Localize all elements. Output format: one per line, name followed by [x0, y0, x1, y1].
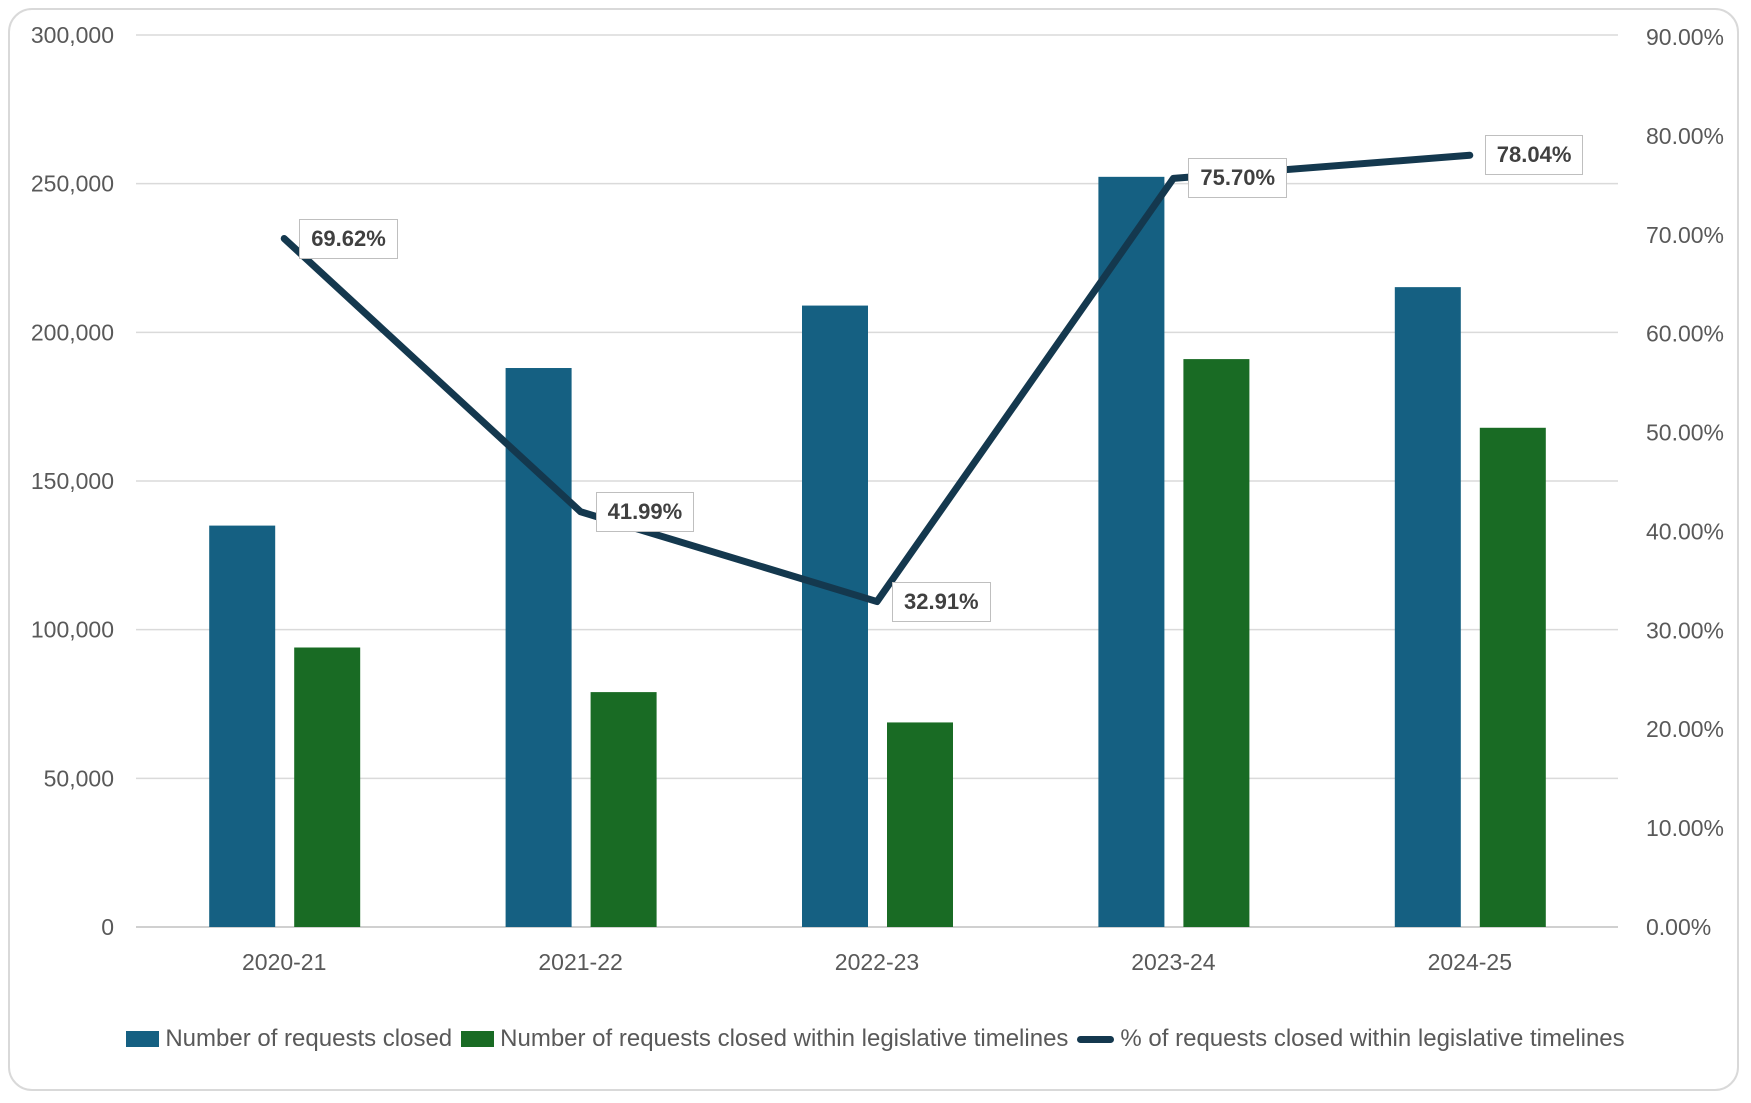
category-label-2021-22: 2021-22 — [538, 949, 622, 975]
right-axis-tick-label: 60.00% — [1646, 321, 1724, 347]
right-axis-tick-label: 20.00% — [1646, 716, 1724, 742]
legend-item-requests-closed-within-timelines: Number of requests closed within legisla… — [461, 1025, 1068, 1053]
right-axis-tick-label: 70.00% — [1646, 222, 1724, 248]
legend-swatch-green-bar — [461, 1031, 495, 1047]
left-axis-tick-label: 100,000 — [31, 617, 114, 643]
bar-closed-within-timelines-2021-22 — [590, 692, 657, 927]
left-axis-tick-label: 50,000 — [44, 765, 114, 791]
legend-label-requests-closed-within-timelines: Number of requests closed within legisla… — [500, 1025, 1069, 1052]
left-axis-tick-label: 250,000 — [31, 171, 114, 197]
legend-swatch-line — [1077, 1035, 1115, 1043]
right-axis-tick-label: 0.00% — [1646, 914, 1711, 940]
legend-label-percent-closed-within-timelines: % of requests closed within legislative … — [1120, 1025, 1625, 1052]
left-axis-tick-label: 200,000 — [31, 319, 114, 345]
category-label-2022-23: 2022-23 — [835, 949, 919, 975]
left-axis-tick-label: 150,000 — [31, 468, 114, 494]
bar-requests-closed-2021-22 — [505, 368, 572, 928]
chart-legend: Number of requests closed Number of requ… — [0, 1022, 1751, 1056]
right-axis-tick-label: 80.00% — [1646, 123, 1724, 149]
bar-requests-closed-2022-23 — [802, 305, 868, 927]
left-axis-tick-label: 0 — [101, 914, 114, 940]
left-axis-tick-label: 300,000 — [31, 22, 114, 48]
right-axis-tick-label: 10.00% — [1646, 815, 1724, 841]
category-label-2023-24: 2023-24 — [1131, 949, 1216, 975]
percent-line — [280, 151, 1474, 606]
bar-closed-within-timelines-2024-25 — [1479, 427, 1546, 927]
right-axis-tick-label: 40.00% — [1646, 518, 1724, 544]
bar-closed-within-timelines-2020-21 — [294, 647, 361, 927]
bar-requests-closed-2020-21 — [209, 525, 276, 927]
legend-swatch-blue-bar — [126, 1031, 160, 1047]
bar-requests-closed-2024-25 — [1394, 287, 1461, 927]
category-label-2020-21: 2020-21 — [242, 949, 326, 975]
right-axis-tick-label: 90.00% — [1646, 24, 1724, 50]
right-axis-tick-label: 30.00% — [1646, 617, 1724, 643]
legend-item-percent-closed-within-timelines: % of requests closed within legislative … — [1077, 1025, 1625, 1053]
legend-item-requests-closed: Number of requests closed — [126, 1025, 452, 1053]
bar-closed-within-timelines-2023-24 — [1183, 359, 1250, 927]
legend-label-requests-closed: Number of requests closed — [165, 1025, 453, 1052]
bar-requests-closed-2023-24 — [1098, 176, 1165, 927]
bar-closed-within-timelines-2022-23 — [887, 722, 953, 927]
category-label-2024-25: 2024-25 — [1428, 949, 1512, 975]
right-axis-tick-label: 50.00% — [1646, 420, 1724, 446]
